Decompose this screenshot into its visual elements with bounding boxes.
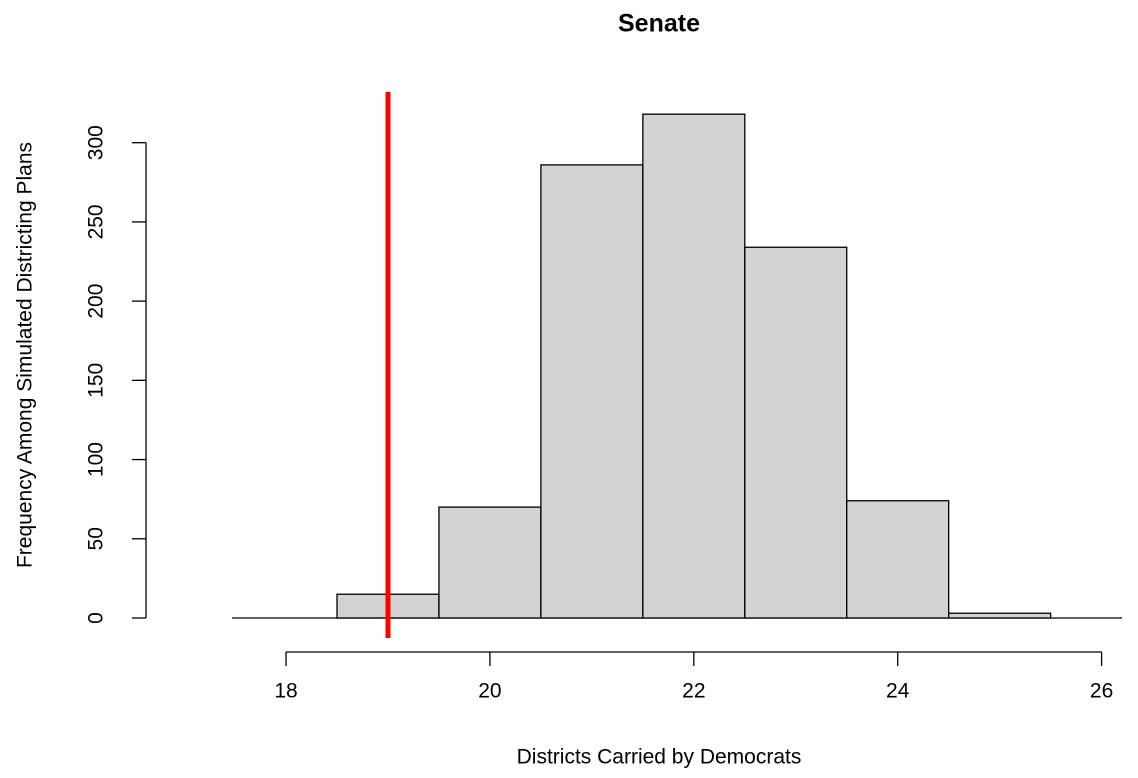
chart-title: Senate bbox=[618, 10, 700, 38]
bar bbox=[540, 164, 644, 619]
bar bbox=[438, 506, 542, 619]
bar bbox=[744, 246, 848, 619]
x-tick-label: 24 bbox=[886, 680, 910, 703]
y-tick-label: 300 bbox=[85, 125, 108, 160]
bar bbox=[642, 113, 746, 619]
bar bbox=[948, 612, 1052, 619]
y-tick-label: 0 bbox=[85, 612, 108, 624]
x-tick-label: 20 bbox=[478, 680, 501, 703]
y-tick-label: 50 bbox=[85, 527, 108, 550]
x-tick-label: 22 bbox=[682, 680, 705, 703]
bar bbox=[846, 500, 950, 619]
x-tick-label: 18 bbox=[274, 680, 297, 703]
y-tick-label: 200 bbox=[85, 284, 108, 319]
x-tick-label: 26 bbox=[1090, 680, 1113, 703]
y-tick-label: 100 bbox=[85, 442, 108, 477]
y-axis-label: Frequency Among Simulated Districting Pl… bbox=[14, 142, 37, 568]
x-axis-label: Districts Carried by Democrats bbox=[517, 746, 802, 769]
y-tick-label: 150 bbox=[85, 363, 108, 398]
y-tick-label: 250 bbox=[85, 204, 108, 239]
